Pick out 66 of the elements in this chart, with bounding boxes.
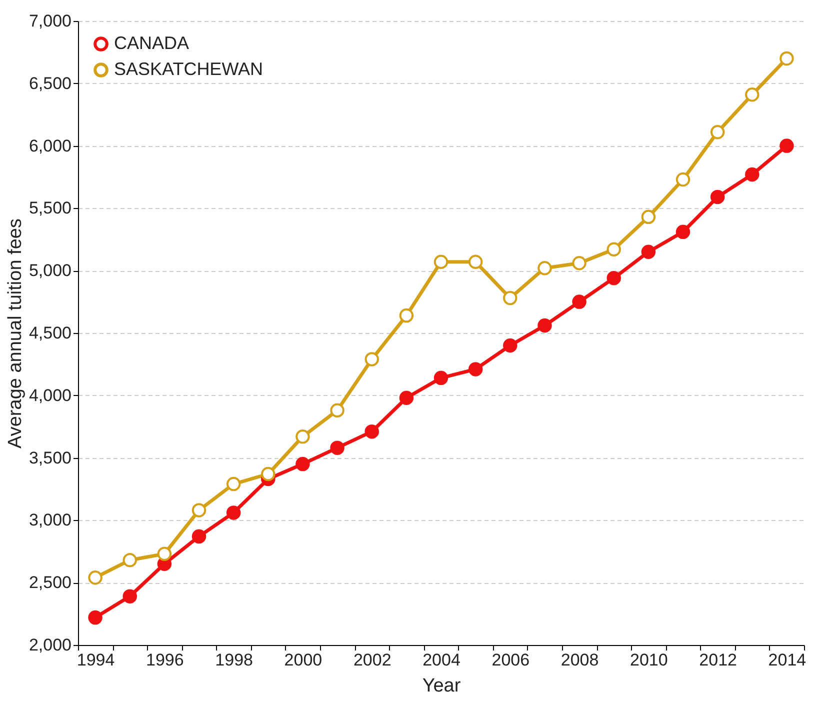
point xyxy=(226,476,241,492)
point xyxy=(572,256,586,270)
point xyxy=(364,352,379,366)
point xyxy=(330,403,344,418)
x-tick-label: 2014 xyxy=(768,650,806,670)
x-tick-label: 2000 xyxy=(284,650,322,670)
x-tick-label: 2010 xyxy=(630,650,668,670)
point xyxy=(261,466,276,482)
point xyxy=(330,440,344,455)
point xyxy=(192,503,206,518)
y-tick-label: 5,500 xyxy=(28,198,72,218)
point xyxy=(710,190,725,204)
x-tick-label: 2006 xyxy=(492,650,530,670)
point xyxy=(745,88,760,102)
point xyxy=(296,429,310,444)
point xyxy=(122,553,137,568)
y-tick-label: 5,000 xyxy=(28,261,72,280)
point xyxy=(122,589,137,604)
y-tick-label: 6,000 xyxy=(28,136,72,156)
point xyxy=(296,456,310,472)
point xyxy=(468,254,483,269)
point xyxy=(399,308,414,323)
x-tick-label: 2008 xyxy=(560,650,599,670)
point xyxy=(641,244,656,259)
point xyxy=(780,51,794,66)
point xyxy=(399,390,414,406)
point xyxy=(538,260,552,276)
point xyxy=(157,546,172,562)
point xyxy=(676,224,690,240)
legend-label: CANADA xyxy=(114,33,190,53)
y-tick-label: 3,000 xyxy=(28,510,72,530)
x-axis-title: Year xyxy=(422,676,462,696)
x-tick-label: 1994 xyxy=(76,650,115,670)
y-tick-label: 3,500 xyxy=(28,448,72,468)
point xyxy=(780,138,794,153)
y-tick-label: 2,500 xyxy=(28,573,72,592)
point xyxy=(538,318,552,333)
y-axis-title: Average annual tuition fees xyxy=(4,218,26,448)
point xyxy=(226,506,241,520)
y-tick-label: 4,000 xyxy=(28,386,72,405)
point xyxy=(503,290,518,306)
point xyxy=(676,172,690,187)
x-tick-label: 2002 xyxy=(353,650,392,670)
x-tick-label: 1996 xyxy=(146,650,184,670)
point xyxy=(192,529,206,544)
point xyxy=(606,242,621,256)
y-tick-label: 7,000 xyxy=(28,12,72,30)
point xyxy=(468,362,483,376)
point xyxy=(434,370,448,386)
x-tick-label: 2004 xyxy=(422,650,460,670)
y-tick-label: 4,500 xyxy=(28,324,72,342)
point xyxy=(364,424,379,439)
legend-label: SASKATCHEWAN xyxy=(114,59,264,79)
x-tick-label: 1998 xyxy=(215,650,253,670)
point xyxy=(503,338,518,353)
point xyxy=(88,610,102,625)
y-tick-label: 2,000 xyxy=(28,636,72,654)
point xyxy=(641,210,656,224)
point xyxy=(88,570,102,585)
y-tick-label: 6,500 xyxy=(28,74,72,93)
point xyxy=(606,270,621,286)
x-tick-label: 2012 xyxy=(699,650,737,670)
point xyxy=(710,124,725,140)
point xyxy=(572,294,586,309)
point xyxy=(745,167,760,182)
point xyxy=(434,254,448,269)
